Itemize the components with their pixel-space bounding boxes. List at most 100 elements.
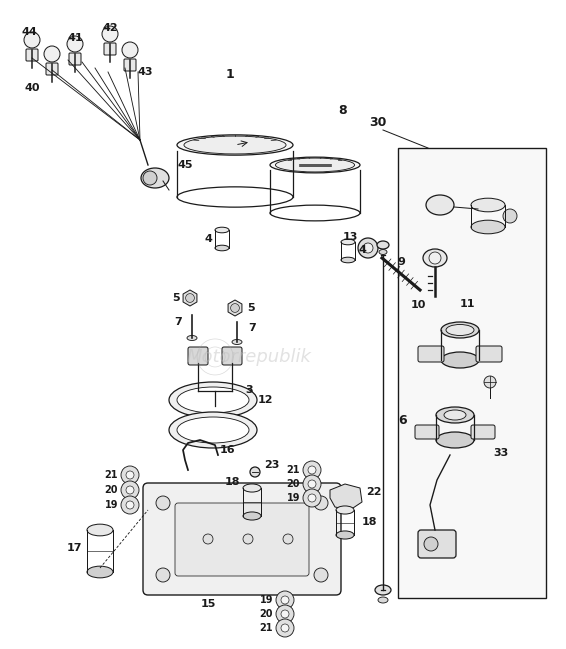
- Circle shape: [314, 496, 328, 510]
- Ellipse shape: [436, 432, 474, 448]
- Ellipse shape: [243, 512, 261, 520]
- Polygon shape: [183, 290, 197, 306]
- Ellipse shape: [446, 324, 474, 336]
- Text: 18: 18: [225, 477, 240, 487]
- Ellipse shape: [276, 158, 355, 172]
- Ellipse shape: [441, 352, 479, 368]
- Ellipse shape: [471, 220, 505, 234]
- Ellipse shape: [177, 387, 249, 413]
- Text: 16: 16: [220, 445, 235, 455]
- Text: Motorrepublik: Motorrepublik: [187, 348, 311, 366]
- Circle shape: [126, 501, 134, 509]
- Ellipse shape: [379, 249, 387, 254]
- Ellipse shape: [444, 410, 466, 420]
- Circle shape: [276, 605, 294, 623]
- Text: 18: 18: [362, 517, 378, 527]
- Circle shape: [308, 466, 316, 474]
- Circle shape: [67, 36, 83, 52]
- Ellipse shape: [341, 239, 355, 245]
- Circle shape: [276, 619, 294, 637]
- Ellipse shape: [423, 249, 447, 267]
- Ellipse shape: [87, 566, 113, 578]
- Text: 4: 4: [358, 245, 366, 255]
- Circle shape: [156, 568, 170, 582]
- Circle shape: [503, 209, 517, 223]
- Text: 10: 10: [410, 300, 426, 310]
- Text: 9: 9: [397, 257, 405, 267]
- Text: 40: 40: [24, 83, 40, 93]
- Text: 45: 45: [178, 160, 194, 170]
- Text: 20: 20: [105, 485, 118, 495]
- Ellipse shape: [169, 382, 257, 418]
- Text: 19: 19: [105, 500, 118, 510]
- Ellipse shape: [436, 407, 474, 423]
- FancyBboxPatch shape: [104, 43, 116, 55]
- Ellipse shape: [187, 336, 197, 341]
- Text: 19: 19: [286, 493, 300, 503]
- FancyBboxPatch shape: [415, 425, 439, 439]
- Ellipse shape: [471, 198, 505, 212]
- Circle shape: [484, 376, 496, 388]
- Circle shape: [303, 489, 321, 507]
- FancyBboxPatch shape: [124, 59, 136, 71]
- FancyBboxPatch shape: [222, 347, 242, 365]
- Circle shape: [358, 238, 378, 258]
- Text: 6: 6: [398, 413, 406, 426]
- FancyBboxPatch shape: [418, 530, 456, 558]
- FancyBboxPatch shape: [175, 503, 309, 576]
- Circle shape: [122, 42, 138, 58]
- Ellipse shape: [377, 241, 389, 249]
- Circle shape: [363, 243, 373, 253]
- Ellipse shape: [243, 484, 261, 492]
- Circle shape: [24, 32, 40, 48]
- Circle shape: [314, 568, 328, 582]
- Ellipse shape: [177, 417, 249, 443]
- Circle shape: [303, 461, 321, 479]
- Text: 20: 20: [286, 479, 300, 489]
- Text: 1: 1: [226, 69, 234, 82]
- Text: 33: 33: [493, 448, 508, 458]
- Ellipse shape: [177, 135, 293, 155]
- Text: 4: 4: [204, 234, 212, 244]
- Text: 20: 20: [259, 609, 273, 619]
- Circle shape: [121, 496, 139, 514]
- Circle shape: [102, 26, 118, 42]
- FancyBboxPatch shape: [188, 347, 208, 365]
- Ellipse shape: [270, 157, 360, 173]
- Circle shape: [243, 534, 253, 544]
- Polygon shape: [398, 148, 546, 598]
- Ellipse shape: [215, 227, 229, 233]
- Polygon shape: [228, 300, 242, 316]
- Circle shape: [281, 610, 289, 618]
- Ellipse shape: [336, 531, 354, 539]
- Ellipse shape: [378, 597, 388, 603]
- Polygon shape: [330, 484, 362, 510]
- Ellipse shape: [426, 195, 454, 215]
- Text: 15: 15: [200, 599, 216, 609]
- FancyBboxPatch shape: [46, 63, 58, 75]
- Text: 13: 13: [342, 232, 358, 242]
- Circle shape: [281, 596, 289, 604]
- Circle shape: [143, 171, 157, 185]
- Circle shape: [429, 252, 441, 264]
- Circle shape: [281, 624, 289, 632]
- Ellipse shape: [87, 524, 113, 536]
- Circle shape: [121, 481, 139, 499]
- Circle shape: [121, 466, 139, 484]
- Text: 7: 7: [174, 317, 182, 327]
- Circle shape: [303, 475, 321, 493]
- Circle shape: [203, 534, 213, 544]
- FancyBboxPatch shape: [69, 53, 81, 65]
- Ellipse shape: [184, 136, 286, 154]
- Circle shape: [276, 591, 294, 609]
- Text: 21: 21: [259, 623, 273, 633]
- Circle shape: [308, 480, 316, 488]
- Ellipse shape: [215, 245, 229, 251]
- Text: 22: 22: [366, 487, 381, 497]
- Ellipse shape: [375, 585, 391, 595]
- FancyBboxPatch shape: [471, 425, 495, 439]
- Circle shape: [283, 534, 293, 544]
- Text: 5: 5: [247, 303, 255, 313]
- Text: 41: 41: [67, 33, 83, 43]
- Ellipse shape: [441, 300, 453, 308]
